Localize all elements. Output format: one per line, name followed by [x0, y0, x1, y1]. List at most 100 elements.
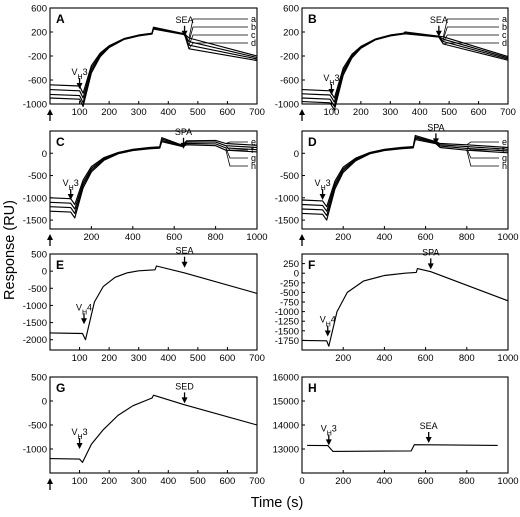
panel-f-ytick-label: -250: [280, 278, 299, 289]
panel-g-xtick-label: 300: [131, 476, 147, 487]
panel-g-annotation-after: 3: [83, 427, 88, 437]
panel-d-leader-g: [466, 148, 499, 159]
panel-d-annotation-after: 3: [326, 178, 331, 188]
panel-e-ytick-label: -1500: [23, 318, 47, 329]
panel-d-leader-f: [466, 146, 499, 151]
panel-h-xtick-label: 600: [418, 476, 434, 487]
panel-h-ytick-label: 16000: [273, 373, 299, 384]
panel-g-ytick-label: -500: [28, 421, 47, 432]
panel-c-annotation: VH3: [63, 178, 79, 192]
panel-b-series-label-c: c: [502, 30, 507, 40]
panel-f-xtick-label: 200: [335, 353, 351, 364]
panel-h-series-trace: [307, 444, 498, 452]
panel-g-series-trace: [49, 394, 258, 463]
panel-g-annotation-main: SED: [175, 381, 194, 391]
panel-c-series-label-e: e: [251, 137, 256, 147]
panel-g-arrow-v-head: [76, 443, 83, 449]
panel-c-ytick-label: 0: [42, 149, 47, 160]
panel-g-label: G: [56, 381, 65, 395]
panel-b-leader-d: [443, 42, 499, 45]
panel-d-ytick-label: -1000: [275, 193, 299, 204]
panel-h-arrow-sea-head: [425, 437, 432, 443]
panel-e-xtick-label: 300: [131, 353, 147, 364]
panel-g-start-arrow: [47, 478, 53, 490]
panel-d-arrow-v: [319, 189, 326, 201]
panel-a-ytick-label: -1000: [23, 100, 47, 111]
panel-d-series-label-e: e: [502, 137, 507, 147]
panel-b-leader-c: [442, 34, 499, 42]
panel-c-xtick-label: 1000: [246, 232, 267, 243]
panel-f-ytick-label: -1500: [275, 326, 299, 337]
panel-h-arrow-sea: [425, 432, 432, 443]
panel-g-ytick-label: -1000: [23, 445, 47, 456]
panel-d-xtick-label: 1000: [497, 232, 518, 243]
panel-g-arrow-sed: [181, 392, 188, 404]
panel-a-ytick-label: -600: [28, 76, 47, 87]
panel-a-leader-d: [188, 42, 248, 50]
panel-g-xtick-label: 700: [249, 476, 265, 487]
panel-c-leader-e: [225, 141, 248, 144]
panel-c-xtick-label: 600: [166, 232, 182, 243]
panel-c-start-arrow-head: [47, 234, 53, 240]
panel-h-annotation-sub: H: [327, 430, 332, 437]
panel-a-leader-b: [188, 26, 248, 42]
panel-f-arrow-spa: [427, 258, 434, 270]
panel-c-ytick-label: -1000: [23, 193, 47, 204]
panel-b-xtick-label: 500: [441, 107, 457, 118]
panel-b-xtick-label: 100: [323, 107, 339, 118]
panel-b-arrow-v: [328, 84, 335, 95]
panel-b-series-a: [301, 31, 509, 99]
panel-d-arrow-spa: [432, 133, 439, 145]
panel-b-ytick-label: -200: [280, 52, 299, 63]
panel-b-annotation-main: V: [323, 73, 329, 83]
panel-c-frame: [49, 130, 258, 230]
panel-c-arrow-spa-head: [180, 142, 187, 149]
panel-a-annotation: VH3: [72, 67, 88, 81]
panel-a-leader-c: [188, 34, 248, 46]
panel-f-ytick-label: -500: [280, 288, 299, 299]
panel-c-xtick-label: 200: [83, 232, 99, 243]
panel-e-annotation: SEA: [176, 246, 194, 256]
panel-b-arrow-sea-head: [435, 30, 442, 37]
panel-b-xtick-label: 200: [353, 107, 369, 118]
panel-c-series-label-h: h: [251, 161, 256, 171]
panel-e-series-trace: [49, 265, 258, 341]
panel-c-annotation-after: 3: [74, 178, 79, 188]
panel-b-xtick-label: 300: [382, 107, 398, 118]
panel-b-xtick-label: 400: [412, 107, 428, 118]
panel-g-xtick-label: 100: [72, 476, 88, 487]
panel-c-ytick-label: -500: [28, 171, 47, 182]
panel-e-xtick-label: 100: [72, 353, 88, 364]
panel-h-xtick-label: 400: [376, 476, 392, 487]
panel-c-xtick-label: 800: [208, 232, 224, 243]
panel-d-annotation: SPA: [427, 122, 444, 132]
panel-d-annotation: VH3: [315, 178, 331, 192]
panel-a-start-arrow: [47, 109, 53, 121]
panel-f-annotation-main: V: [320, 315, 326, 325]
panel-f-ytick-label: -1250: [275, 317, 299, 328]
panel-d-arrow-spa-head: [432, 138, 439, 145]
panel-a-arrow-v: [76, 78, 83, 89]
panel-h-annotation-after: 3: [332, 423, 337, 433]
panel-d-series-label-f: f: [502, 145, 505, 155]
panel-f-ytick-label: -750: [280, 298, 299, 309]
panel-c-ytick-label: -1500: [23, 216, 47, 227]
panel-e-annotation-sub: H: [82, 309, 87, 316]
panel-d-frame: [301, 130, 509, 230]
panel-g-xtick-label: 200: [101, 476, 117, 487]
panel-f-annotation-main: SPA: [422, 247, 439, 257]
panel-a-annotation-after: 3: [83, 67, 88, 77]
panel-f: F 200 400 600 800 1000 -1750-1500-1250-1000-75…: [275, 247, 519, 364]
panel-f-ytick-label: 0: [294, 269, 299, 280]
panel-g-arrow-v: [76, 438, 83, 449]
panel-e-arrow-v-head: [81, 318, 88, 325]
panel-b-ytick-label: -600: [280, 76, 299, 87]
panel-e-xtick-label: 600: [219, 353, 235, 364]
panel-e-ytick-label: -500: [28, 284, 47, 295]
panel-d-label: D: [308, 135, 317, 149]
panel-h-xtick-label: 200: [335, 476, 351, 487]
panel-f-arrow-v-head: [324, 330, 331, 337]
panel-a-series-label-a: a: [251, 14, 256, 24]
panel-g-arrow-sed-head: [181, 397, 188, 404]
